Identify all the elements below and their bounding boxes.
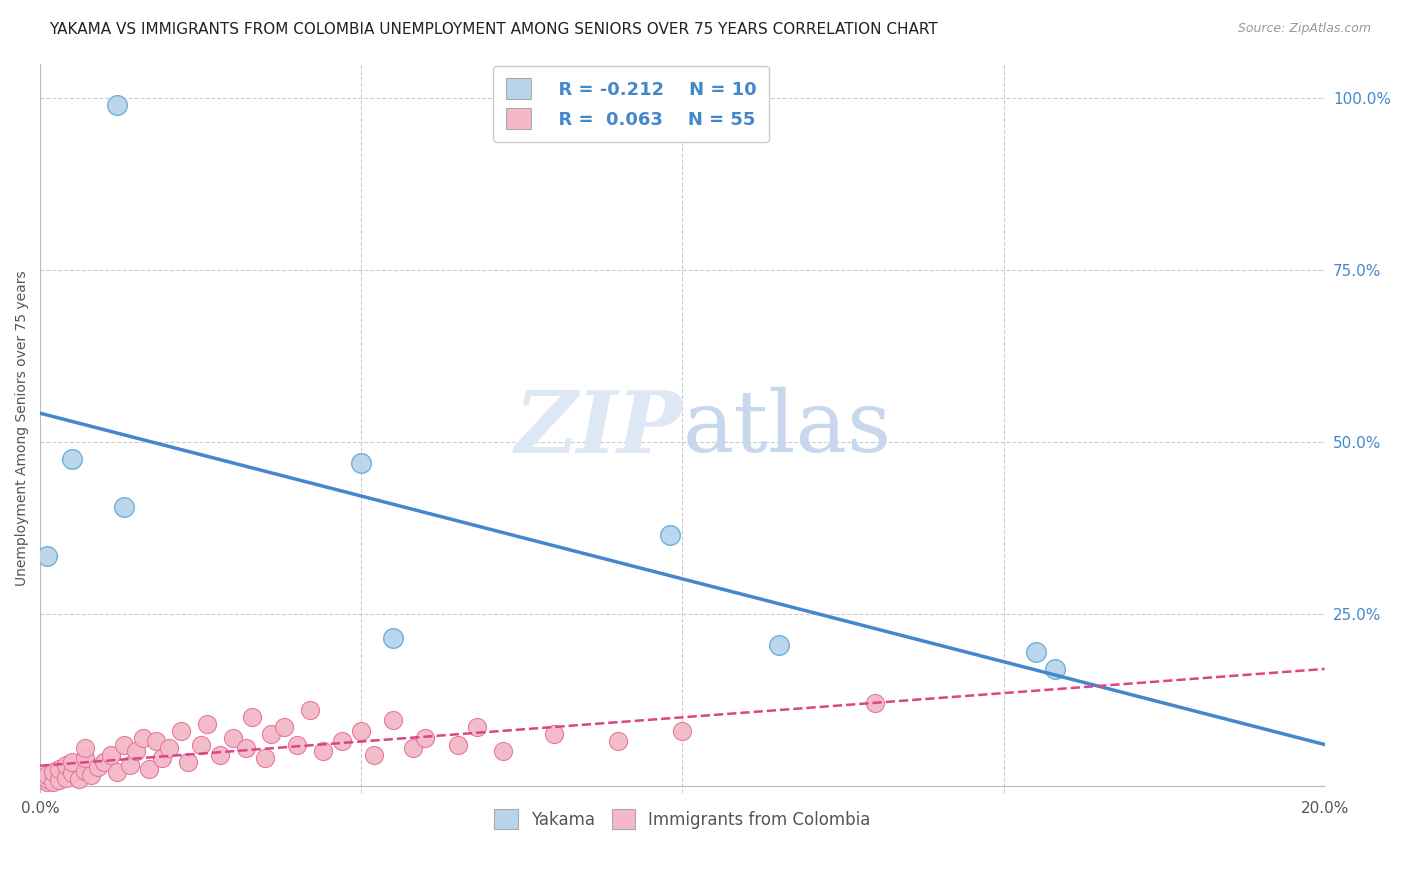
Point — [330, 734, 353, 748]
Point — [312, 744, 335, 758]
Point — [48, 762, 70, 776]
Point — [298, 703, 321, 717]
Point — [75, 751, 97, 765]
Point — [401, 741, 423, 756]
Point — [35, 768, 58, 782]
Point — [170, 723, 193, 738]
Point — [112, 738, 135, 752]
Point — [42, 775, 65, 789]
Point — [350, 456, 373, 470]
Point — [105, 98, 128, 112]
Point — [35, 549, 58, 563]
Point — [48, 773, 70, 788]
Point — [363, 747, 385, 762]
Point — [382, 631, 405, 645]
Point — [768, 638, 790, 652]
Point — [190, 738, 212, 752]
Point — [100, 747, 122, 762]
Point — [60, 755, 83, 769]
Point — [177, 755, 200, 769]
Point — [222, 731, 245, 745]
Point — [382, 714, 405, 728]
Text: Source: ZipAtlas.com: Source: ZipAtlas.com — [1237, 22, 1371, 36]
Point — [125, 744, 148, 758]
Point — [253, 751, 276, 765]
Point — [543, 727, 565, 741]
Point — [285, 738, 308, 752]
Point — [235, 741, 257, 756]
Point — [658, 528, 681, 542]
Point — [415, 731, 437, 745]
Point — [87, 759, 110, 773]
Point — [145, 734, 167, 748]
Legend: Yakama, Immigrants from Colombia: Yakama, Immigrants from Colombia — [488, 803, 877, 835]
Point — [55, 758, 77, 772]
Point — [491, 744, 513, 758]
Point — [150, 751, 173, 765]
Point — [80, 768, 103, 782]
Point — [67, 772, 90, 786]
Point — [260, 727, 283, 741]
Point — [1043, 662, 1066, 676]
Y-axis label: Unemployment Among Seniors over 75 years: Unemployment Among Seniors over 75 years — [15, 270, 30, 586]
Point — [195, 717, 218, 731]
Text: YAKAMA VS IMMIGRANTS FROM COLOMBIA UNEMPLOYMENT AMONG SENIORS OVER 75 YEARS CORR: YAKAMA VS IMMIGRANTS FROM COLOMBIA UNEMP… — [49, 22, 938, 37]
Point — [240, 710, 263, 724]
Point — [112, 500, 135, 515]
Point — [60, 452, 83, 467]
Point — [35, 772, 58, 786]
Text: atlas: atlas — [682, 387, 891, 470]
Point — [157, 741, 180, 756]
Point — [118, 758, 141, 772]
Point — [671, 723, 693, 738]
Point — [607, 734, 630, 748]
Point — [60, 766, 83, 780]
Point — [446, 738, 468, 752]
Point — [35, 775, 58, 789]
Point — [350, 723, 373, 738]
Point — [863, 696, 886, 710]
Point — [93, 755, 115, 769]
Point — [208, 747, 231, 762]
Point — [138, 762, 160, 776]
Point — [132, 731, 155, 745]
Text: ZIP: ZIP — [515, 386, 682, 470]
Point — [1025, 645, 1047, 659]
Point — [465, 720, 488, 734]
Point — [75, 764, 97, 778]
Point — [55, 771, 77, 785]
Point — [75, 741, 97, 756]
Point — [273, 720, 295, 734]
Point — [42, 765, 65, 780]
Point — [105, 765, 128, 780]
